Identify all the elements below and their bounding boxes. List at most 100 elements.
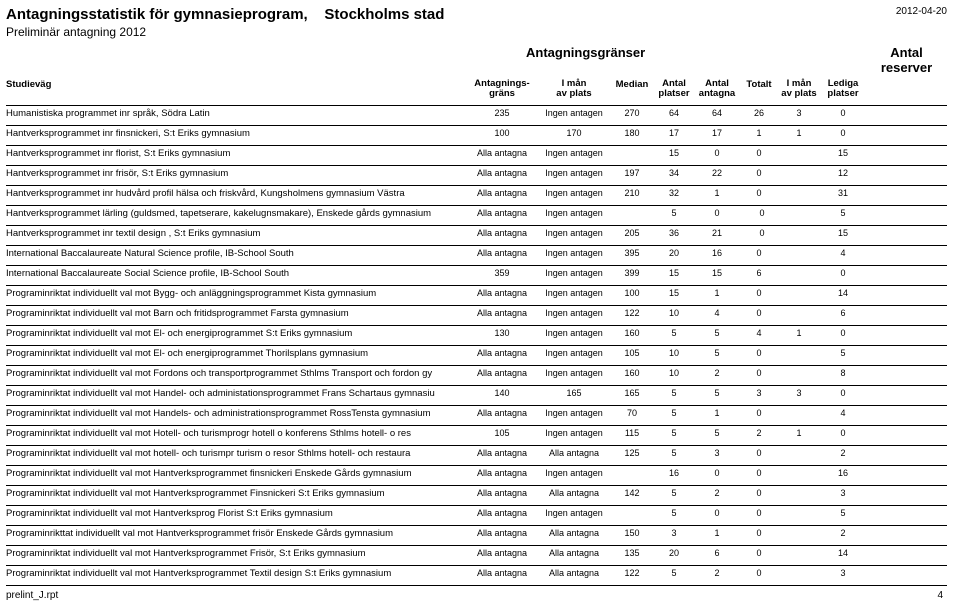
cell-led: 31 (820, 188, 866, 198)
cell-name: Programinrikttat individuellt val mot Ha… (6, 528, 466, 539)
cell-iman: Ingen antagen (538, 308, 610, 318)
cell-led: 8 (820, 368, 866, 378)
cell-ap: 15 (654, 268, 694, 278)
cell-iman: Alla antagna (538, 568, 610, 578)
cell-tot: 0 (740, 248, 778, 258)
cell-name: Programinriktat individuellt val mot Han… (6, 488, 466, 499)
cell-ap: 32 (654, 188, 694, 198)
cell-ant: Alla antagna (466, 508, 538, 518)
table-row: Programinriktat individuellt val mot hot… (6, 446, 947, 466)
cell-led: 16 (820, 468, 866, 478)
cell-led: 4 (820, 248, 866, 258)
cell-iman: Alla antagna (538, 548, 610, 558)
table-row: Programinriktat individuellt val mot Han… (6, 466, 947, 486)
cell-med: 270 (610, 108, 654, 118)
cell-name: Programinriktat individuellt val mot hot… (6, 448, 466, 459)
cell-ant: 140 (466, 388, 538, 398)
table-row: Hantverksprogrammet inr frisör, S:t Erik… (6, 166, 947, 186)
cell-ap: 5 (654, 208, 694, 218)
cell-iman: Ingen antagen (538, 268, 610, 278)
cell-tot: 4 (740, 328, 778, 338)
title-left: Antagningsstatistik för gymnasieprogram, (6, 6, 308, 23)
table-row: Programinriktat individuellt val mot El-… (6, 346, 947, 366)
cell-iman: Ingen antagen (538, 468, 610, 478)
cell-tot: 0 (740, 508, 778, 518)
footer-pagenum: 4 (937, 590, 943, 601)
cell-ap: 10 (654, 348, 694, 358)
cell-ant: Alla antagna (466, 208, 538, 218)
cell-med: 165 (610, 388, 654, 398)
cell-ant: Alla antagna (466, 288, 538, 298)
cell-ant: Alla antagna (466, 168, 538, 178)
cell-iman: Ingen antagen (538, 428, 610, 438)
cell-tot: 0 (740, 168, 778, 178)
cell-ant: Alla antagna (466, 408, 538, 418)
cell-name: Programinriktat individuellt val mot Han… (6, 568, 466, 579)
cell-ant: Alla antagna (466, 368, 538, 378)
cell-med: 125 (610, 448, 654, 458)
cell-iman: Ingen antagen (538, 348, 610, 358)
cell-aa: 1 (694, 288, 740, 298)
cell-led: 14 (820, 548, 866, 558)
table-row: Hantverksprogrammet inr florist, S:t Eri… (6, 146, 947, 166)
cell-name: Programinriktat individuellt val mot Hot… (6, 428, 466, 439)
section-reserves: Antal reserver (866, 45, 947, 75)
cell-tot: 0 (740, 368, 778, 378)
cell-med: 150 (610, 528, 654, 538)
cell-ant: Alla antagna (466, 548, 538, 558)
table-row: Programinriktat individuellt val mot El-… (6, 326, 947, 346)
cell-name: Hantverksprogrammet inr frisör, S:t Erik… (6, 168, 466, 179)
col-lediga: Lediga platser (820, 79, 866, 100)
cell-led: 14 (820, 288, 866, 298)
cell-aa: 6 (694, 548, 740, 558)
cell-ap: 3 (654, 528, 694, 538)
cell-iman: Alla antagna (538, 528, 610, 538)
table-row: Hantverksprogrammet lärling (guldsmed, t… (6, 206, 947, 226)
cell-led: 15 (820, 148, 866, 158)
cell-ant: Alla antagna (466, 228, 538, 238)
cell-led: 4 (820, 408, 866, 418)
cell-ant: 359 (466, 268, 538, 278)
cell-tot: 0 (740, 548, 778, 558)
table-row: Hantverksprogrammet inr hudvård profil h… (6, 186, 947, 206)
cell-tot: 0 (740, 528, 778, 538)
cell-name: Programinriktat individuellt val mot Bar… (6, 308, 466, 319)
table-row: Programinrikttat individuellt val mot Ha… (6, 526, 947, 546)
cell-ant: Alla antagna (466, 448, 538, 458)
cell-med: 395 (610, 248, 654, 258)
cell-ap: 64 (654, 108, 694, 118)
cell-iman: Ingen antagen (538, 168, 610, 178)
cell-led: 0 (820, 428, 866, 438)
cell-name: Programinriktat individuellt val mot Han… (6, 468, 466, 479)
cell-ap: 5 (654, 488, 694, 498)
cell-med: 122 (610, 568, 654, 578)
cell-imap: 3 (778, 388, 820, 398)
cell-ant: Alla antagna (466, 308, 538, 318)
cell-led: 5 (820, 208, 866, 218)
cell-led: 0 (820, 128, 866, 138)
table-body: Humanistiska programmet inr språk, Södra… (6, 106, 947, 586)
table-row: Humanistiska programmet inr språk, Södra… (6, 106, 947, 126)
cell-ant: 105 (466, 428, 538, 438)
cell-aa: 64 (694, 108, 740, 118)
cell-led: 6 (820, 308, 866, 318)
cell-name: International Baccalaureate Natural Scie… (6, 248, 466, 259)
cell-aa: 2 (694, 488, 740, 498)
cell-ant: Alla antagna (466, 528, 538, 538)
cell-iman: Ingen antagen (538, 108, 610, 118)
cell-med: 399 (610, 268, 654, 278)
footer-filename: prelint_J.rpt (6, 590, 58, 601)
cell-name: Hantverksprogrammet inr florist, S:t Eri… (6, 148, 466, 159)
cell-aa: 4 (694, 308, 740, 318)
cell-imap: 1 (778, 428, 820, 438)
table-row: Programinriktat individuellt val mot Han… (6, 486, 947, 506)
cell-tot: 0 (740, 308, 778, 318)
col-antagningsgrans: Antagnings- gräns (466, 79, 538, 100)
cell-iman: Ingen antagen (538, 508, 610, 518)
cell-iman: Ingen antagen (538, 208, 610, 218)
cell-ant: Alla antagna (466, 568, 538, 578)
cell-tot: 3 (740, 388, 778, 398)
cell-led: 15 (820, 228, 866, 238)
cell-tot: 0 (740, 468, 778, 478)
cell-aa: 16 (694, 248, 740, 258)
